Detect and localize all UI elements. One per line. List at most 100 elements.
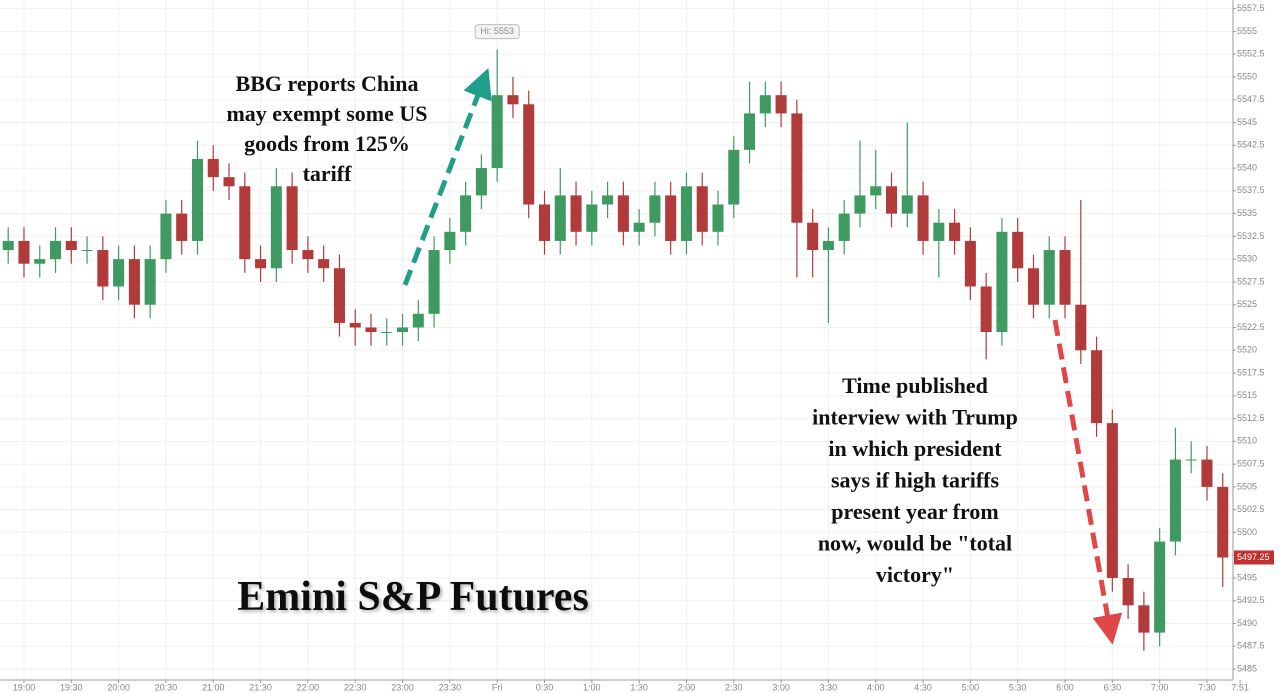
- candle-body: [144, 259, 156, 305]
- y-tick-label: 5492.5: [1237, 595, 1265, 605]
- y-tick-label: 5507.5: [1237, 458, 1265, 468]
- candle-body: [917, 195, 929, 241]
- candle-body: [885, 186, 898, 214]
- candle-body: [475, 168, 487, 196]
- candle-body: [538, 204, 551, 241]
- candle-body: [838, 213, 850, 241]
- y-tick-label: 5495: [1237, 572, 1257, 582]
- chart-title: Emini S&P Futures: [237, 574, 589, 620]
- candle-body: [255, 259, 267, 269]
- y-tick-label: 5545: [1237, 117, 1257, 127]
- x-tick-label: 22:30: [344, 682, 367, 692]
- annotation-line: tariff: [303, 161, 353, 186]
- candle-body: [1075, 304, 1087, 351]
- x-tick-label: 23:30: [439, 682, 462, 692]
- x-tick-label: 0:30: [536, 682, 554, 692]
- candle-body: [128, 259, 140, 305]
- candle-body: [933, 222, 945, 241]
- high-label: Hi: 5553: [480, 26, 514, 36]
- y-tick-label: 5537.5: [1237, 185, 1265, 195]
- x-tick-label: 22:00: [297, 682, 320, 692]
- x-tick-label: 2:30: [725, 682, 743, 692]
- y-tick-label: 5485: [1237, 663, 1257, 673]
- annotations: BBG reports China may exempt some US goods…: [226, 71, 1017, 587]
- candle-body: [964, 240, 976, 287]
- candle-body: [381, 332, 393, 334]
- candle-body: [1169, 459, 1181, 542]
- candle-body: [191, 158, 204, 241]
- x-tick-label: 2:00: [678, 682, 696, 692]
- annotation-line: Time published: [842, 373, 988, 398]
- candle-body: [113, 259, 125, 287]
- x-tick-label: 7:51: [1231, 682, 1249, 692]
- candle-body: [397, 327, 409, 333]
- candle-body: [270, 186, 282, 269]
- high-label-box: [474, 24, 520, 40]
- annotation-line: in which president: [828, 436, 1002, 461]
- candle-body: [1122, 577, 1134, 606]
- annotation-line: may exempt some US: [226, 101, 427, 126]
- candle-body: [1059, 250, 1071, 305]
- x-tick-label: Fri: [492, 682, 503, 692]
- candle-body: [617, 195, 629, 232]
- candle-body: [428, 250, 440, 314]
- candle-body: [34, 259, 46, 264]
- y-tick-label: 5487.5: [1237, 641, 1265, 651]
- candle-body: [665, 195, 677, 241]
- candle-body: [302, 250, 314, 260]
- candle-body: [901, 195, 913, 214]
- x-tick-label: 4:30: [914, 682, 932, 692]
- x-tick-label: 1:30: [630, 682, 648, 692]
- candle-body: [744, 113, 756, 150]
- candle-body: [680, 186, 692, 241]
- candle-body: [318, 259, 330, 269]
- x-tick-label: 21:30: [249, 682, 272, 692]
- candle-body: [759, 95, 771, 114]
- candle-body: [460, 195, 472, 232]
- candle-body: [712, 204, 724, 232]
- y-tick-label: 5530: [1237, 254, 1257, 264]
- y-tick-label: 5535: [1237, 208, 1257, 218]
- grid: [0, 0, 1241, 683]
- annotation-line: goods from 125%: [244, 131, 410, 156]
- y-tick-label: 5517.5: [1237, 367, 1265, 377]
- annotation-line: BBG reports China: [236, 71, 419, 96]
- y-tick-label: 5550: [1237, 71, 1257, 81]
- x-tick-label: 1:00: [583, 682, 601, 692]
- candle-body: [791, 113, 803, 223]
- x-tick-label: 20:00: [107, 682, 130, 692]
- x-tick-label: 4:00: [867, 682, 885, 692]
- x-tick-label: 20:30: [155, 682, 178, 692]
- candle-body: [223, 177, 235, 187]
- x-tick-label: 3:30: [820, 682, 838, 692]
- candle-body: [854, 195, 866, 214]
- annotation-line: present year from: [831, 499, 998, 524]
- y-tick-label: 5510: [1237, 436, 1257, 446]
- candle-body: [822, 240, 834, 251]
- candle-body: [1138, 605, 1150, 633]
- candle-body: [649, 195, 661, 223]
- arrow-up: [402, 67, 492, 286]
- x-tick-label: 5:00: [962, 682, 980, 692]
- x-tick-label: 7:30: [1198, 682, 1216, 692]
- candle-body: [365, 327, 377, 333]
- candle-body: [491, 95, 503, 169]
- arrow-down: [1052, 319, 1123, 645]
- candle-body: [18, 240, 30, 264]
- candles: [2, 49, 1229, 651]
- candle-body: [333, 268, 345, 323]
- y-tick-label: 5490: [1237, 618, 1257, 628]
- last-price-box: [1234, 550, 1274, 565]
- annotation-line: victory": [876, 562, 954, 587]
- candle-body: [97, 250, 109, 287]
- annotation-line: says if high tariffs: [831, 468, 1000, 493]
- x-tick-label: 3:00: [772, 682, 790, 692]
- candle-body: [65, 240, 77, 251]
- y-tick-label: 5515: [1237, 390, 1257, 400]
- candle-body: [239, 186, 251, 260]
- candle-body: [570, 195, 582, 232]
- candle-body: [586, 204, 598, 232]
- y-tick-label: 5512.5: [1237, 413, 1265, 423]
- candle-body: [1201, 459, 1213, 487]
- candle-body: [980, 286, 992, 333]
